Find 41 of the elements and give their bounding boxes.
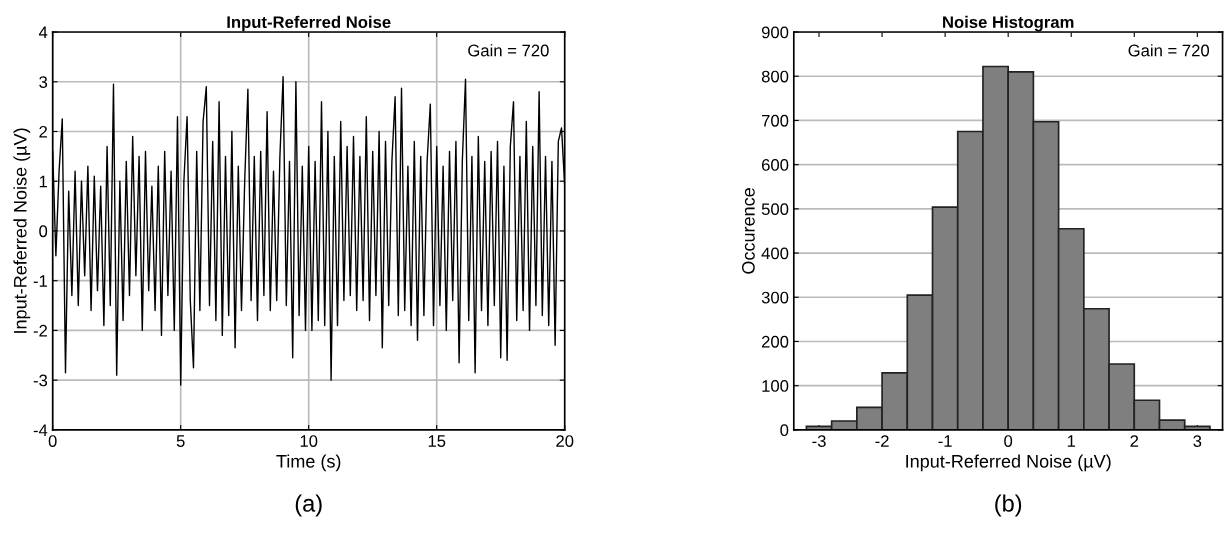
y-axis-title: Input-Referred Noise (µV) bbox=[13, 128, 31, 333]
x-tick-label: -1 bbox=[938, 435, 952, 447]
y-tick-label: -2 bbox=[33, 324, 47, 337]
x-tick-label: 20 bbox=[556, 435, 574, 447]
y-tick-label: 300 bbox=[761, 291, 789, 304]
y-tick-label: 2 bbox=[39, 125, 47, 138]
y-tick-label: 600 bbox=[761, 159, 789, 171]
x-tick-label: 2 bbox=[1130, 435, 1139, 447]
y-tick-label: 700 bbox=[761, 114, 789, 127]
y-tick-label: 400 bbox=[761, 247, 789, 260]
y-tick-label: -1 bbox=[33, 275, 47, 287]
x-tick-label: 5 bbox=[176, 435, 185, 447]
x-tick-label: 0 bbox=[48, 435, 57, 447]
annotation: Gain = 720 bbox=[468, 44, 549, 57]
x-tick-label: 0 bbox=[1004, 435, 1013, 447]
x-axis-title: Input-Referred Noise (µV) bbox=[906, 454, 1111, 472]
y-tick-label: 0 bbox=[39, 225, 48, 238]
x-tick-label: 15 bbox=[428, 435, 446, 447]
x-tick-label: -3 bbox=[812, 435, 826, 447]
x-tick-label: 10 bbox=[300, 435, 318, 447]
y-axis-title: Occurence bbox=[742, 188, 755, 274]
y-tick-label: 1 bbox=[39, 175, 47, 188]
y-tick-label: 4 bbox=[38, 26, 48, 39]
x-tick-label: 1 bbox=[1067, 435, 1076, 447]
y-tick-label: 500 bbox=[761, 203, 789, 216]
y-tick-label: 800 bbox=[761, 70, 789, 83]
y-tick-label: 3 bbox=[39, 76, 48, 88]
x-axis-title: Time (s) bbox=[276, 454, 341, 472]
x-tick-label: -2 bbox=[875, 435, 889, 447]
y-tick-label: 0 bbox=[780, 424, 789, 437]
y-tick-label: -3 bbox=[33, 374, 48, 387]
y-tick-label: 200 bbox=[761, 335, 789, 348]
y-tick-label: 100 bbox=[762, 380, 789, 392]
y-tick-label: 900 bbox=[761, 26, 789, 39]
text: (a) bbox=[295, 494, 322, 517]
text: (b) bbox=[995, 494, 1022, 517]
y-tick-label: -4 bbox=[33, 424, 48, 436]
chart-title: Input-Referred Noise bbox=[227, 15, 391, 32]
annotation: Gain = 720 bbox=[1128, 44, 1210, 57]
chart-title: Noise Histogram bbox=[943, 15, 1074, 32]
x-tick-label: 3 bbox=[1193, 435, 1202, 447]
